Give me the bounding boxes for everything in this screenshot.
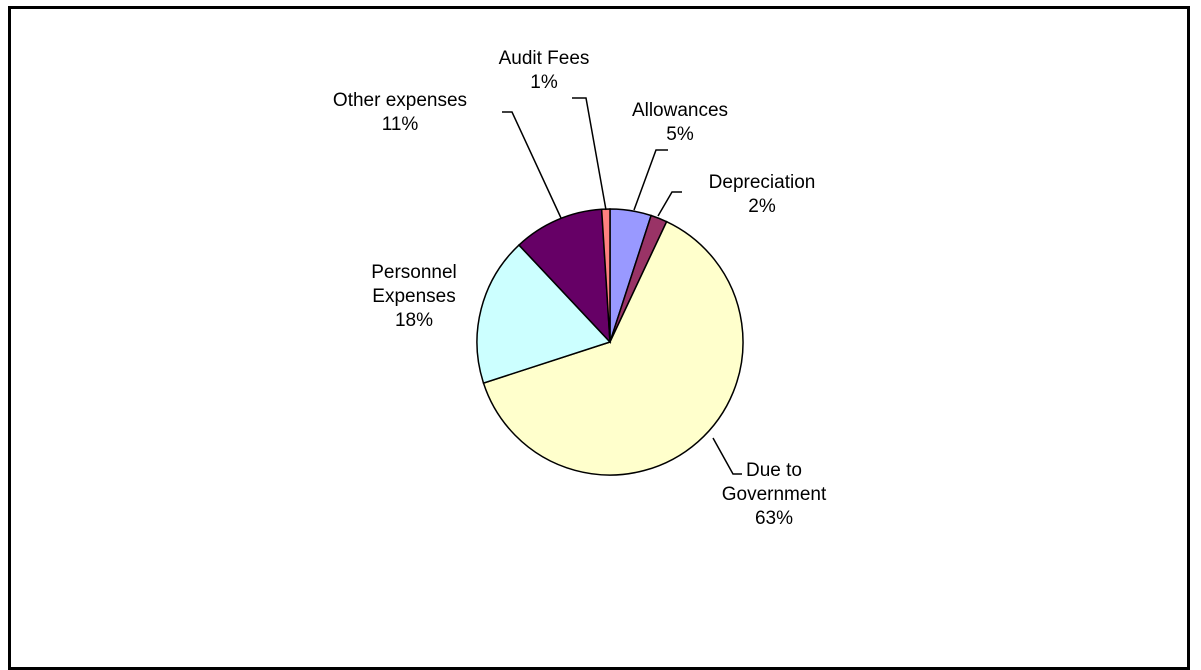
leader-line-other-expenses xyxy=(502,111,562,219)
pie-slice-due-to-government xyxy=(482,220,744,476)
leader-line-audit-fees xyxy=(572,97,607,211)
data-label-due-to-government: Due to Government 63% xyxy=(722,460,827,529)
pie-slices xyxy=(476,208,744,476)
leader-line-allowances xyxy=(633,149,668,211)
data-label-depreciation: Depreciation 2% xyxy=(709,172,816,217)
leader-line-depreciation xyxy=(657,191,682,217)
pie-slice-personnel-expenses xyxy=(476,243,612,385)
data-labels: Allowances 5% Depreciation 2% Due to Governme… xyxy=(333,48,827,529)
leader-line-due-to-government xyxy=(712,437,742,475)
pie-slice-other-expenses xyxy=(517,208,611,345)
data-label-allowances: Allowances 5% xyxy=(632,100,728,145)
data-label-other-expenses: Other expenses 11% xyxy=(333,90,467,135)
leader-lines xyxy=(502,97,742,475)
data-label-personnel-expenses: Personnel Expenses 18% xyxy=(371,262,457,331)
data-label-audit-fees: Audit Fees 1% xyxy=(499,48,590,93)
